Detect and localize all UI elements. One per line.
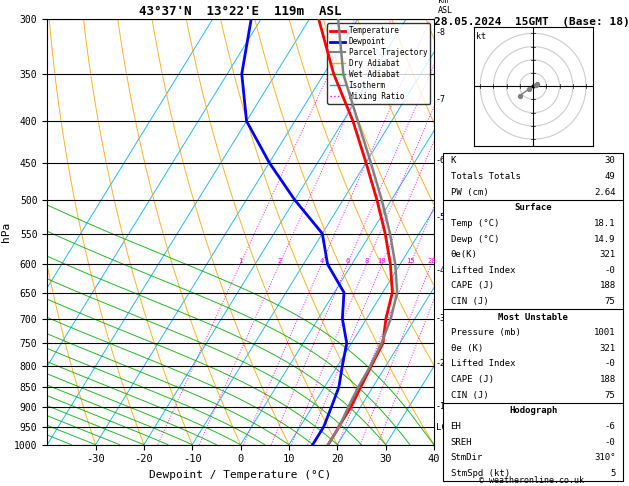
Text: StmSpd (kt): StmSpd (kt) <box>450 469 509 478</box>
Text: K: K <box>450 156 456 165</box>
Text: -7: -7 <box>436 95 446 104</box>
Text: 4: 4 <box>320 258 323 264</box>
Title: 43°37'N  13°22'E  119m  ASL: 43°37'N 13°22'E 119m ASL <box>140 5 342 18</box>
Text: 188: 188 <box>599 281 616 290</box>
Text: 15: 15 <box>406 258 415 264</box>
Text: -2: -2 <box>436 359 446 368</box>
Text: LCL: LCL <box>436 423 452 432</box>
Text: PW (cm): PW (cm) <box>450 188 488 197</box>
Text: 75: 75 <box>605 391 616 399</box>
Point <box>515 92 525 100</box>
Text: 1001: 1001 <box>594 328 616 337</box>
Text: 321: 321 <box>599 344 616 353</box>
Text: 5: 5 <box>610 469 616 478</box>
Text: SREH: SREH <box>450 437 472 447</box>
Text: -3: -3 <box>436 314 446 323</box>
Text: Temp (°C): Temp (°C) <box>450 219 499 228</box>
Text: 321: 321 <box>599 250 616 259</box>
Text: CIN (J): CIN (J) <box>450 297 488 306</box>
Text: -4: -4 <box>436 266 446 275</box>
Y-axis label: hPa: hPa <box>1 222 11 242</box>
Text: -6: -6 <box>605 422 616 431</box>
Text: -8: -8 <box>436 28 446 36</box>
Text: km
ASL: km ASL <box>438 0 453 15</box>
Text: 30: 30 <box>605 156 616 165</box>
Text: © weatheronline.co.uk: © weatheronline.co.uk <box>479 476 584 485</box>
Text: 310°: 310° <box>594 453 616 462</box>
Text: 2.64: 2.64 <box>594 188 616 197</box>
Text: Lifted Index: Lifted Index <box>450 360 515 368</box>
Text: Pressure (mb): Pressure (mb) <box>450 328 520 337</box>
Text: 1: 1 <box>238 258 242 264</box>
Text: θe (K): θe (K) <box>450 344 483 353</box>
Text: kt: kt <box>476 32 486 41</box>
Text: Dewp (°C): Dewp (°C) <box>450 235 499 243</box>
X-axis label: Dewpoint / Temperature (°C): Dewpoint / Temperature (°C) <box>150 470 331 480</box>
Text: -0: -0 <box>605 360 616 368</box>
Text: Lifted Index: Lifted Index <box>450 266 515 275</box>
Text: -0: -0 <box>605 266 616 275</box>
Text: 49: 49 <box>605 172 616 181</box>
Text: StmDir: StmDir <box>450 453 483 462</box>
Point <box>531 81 541 89</box>
Text: -6: -6 <box>436 156 446 165</box>
Text: Most Unstable: Most Unstable <box>498 312 568 322</box>
Text: CAPE (J): CAPE (J) <box>450 375 494 384</box>
Text: θe(K): θe(K) <box>450 250 477 259</box>
Text: 14.9: 14.9 <box>594 235 616 243</box>
Text: EH: EH <box>450 422 461 431</box>
Text: 18.1: 18.1 <box>594 219 616 228</box>
Text: Mixing Ratio (g/kg): Mixing Ratio (g/kg) <box>462 185 471 279</box>
Text: 75: 75 <box>605 297 616 306</box>
Legend: Temperature, Dewpoint, Parcel Trajectory, Dry Adiabat, Wet Adiabat, Isotherm, Mi: Temperature, Dewpoint, Parcel Trajectory… <box>327 23 430 104</box>
Text: 10: 10 <box>377 258 386 264</box>
Text: 28.05.2024  15GMT  (Base: 18): 28.05.2024 15GMT (Base: 18) <box>433 17 629 27</box>
Text: Hodograph: Hodograph <box>509 406 557 416</box>
Text: CAPE (J): CAPE (J) <box>450 281 494 290</box>
Text: 2: 2 <box>277 258 282 264</box>
Text: -1: -1 <box>436 402 446 411</box>
Text: 188: 188 <box>599 375 616 384</box>
Text: -0: -0 <box>605 437 616 447</box>
Point <box>524 85 534 93</box>
Text: 6: 6 <box>345 258 350 264</box>
Text: -5: -5 <box>436 212 446 222</box>
Text: Surface: Surface <box>515 203 552 212</box>
Text: 20: 20 <box>427 258 435 264</box>
Text: 8: 8 <box>364 258 369 264</box>
Point <box>532 80 542 87</box>
Text: CIN (J): CIN (J) <box>450 391 488 399</box>
Text: Totals Totals: Totals Totals <box>450 172 520 181</box>
